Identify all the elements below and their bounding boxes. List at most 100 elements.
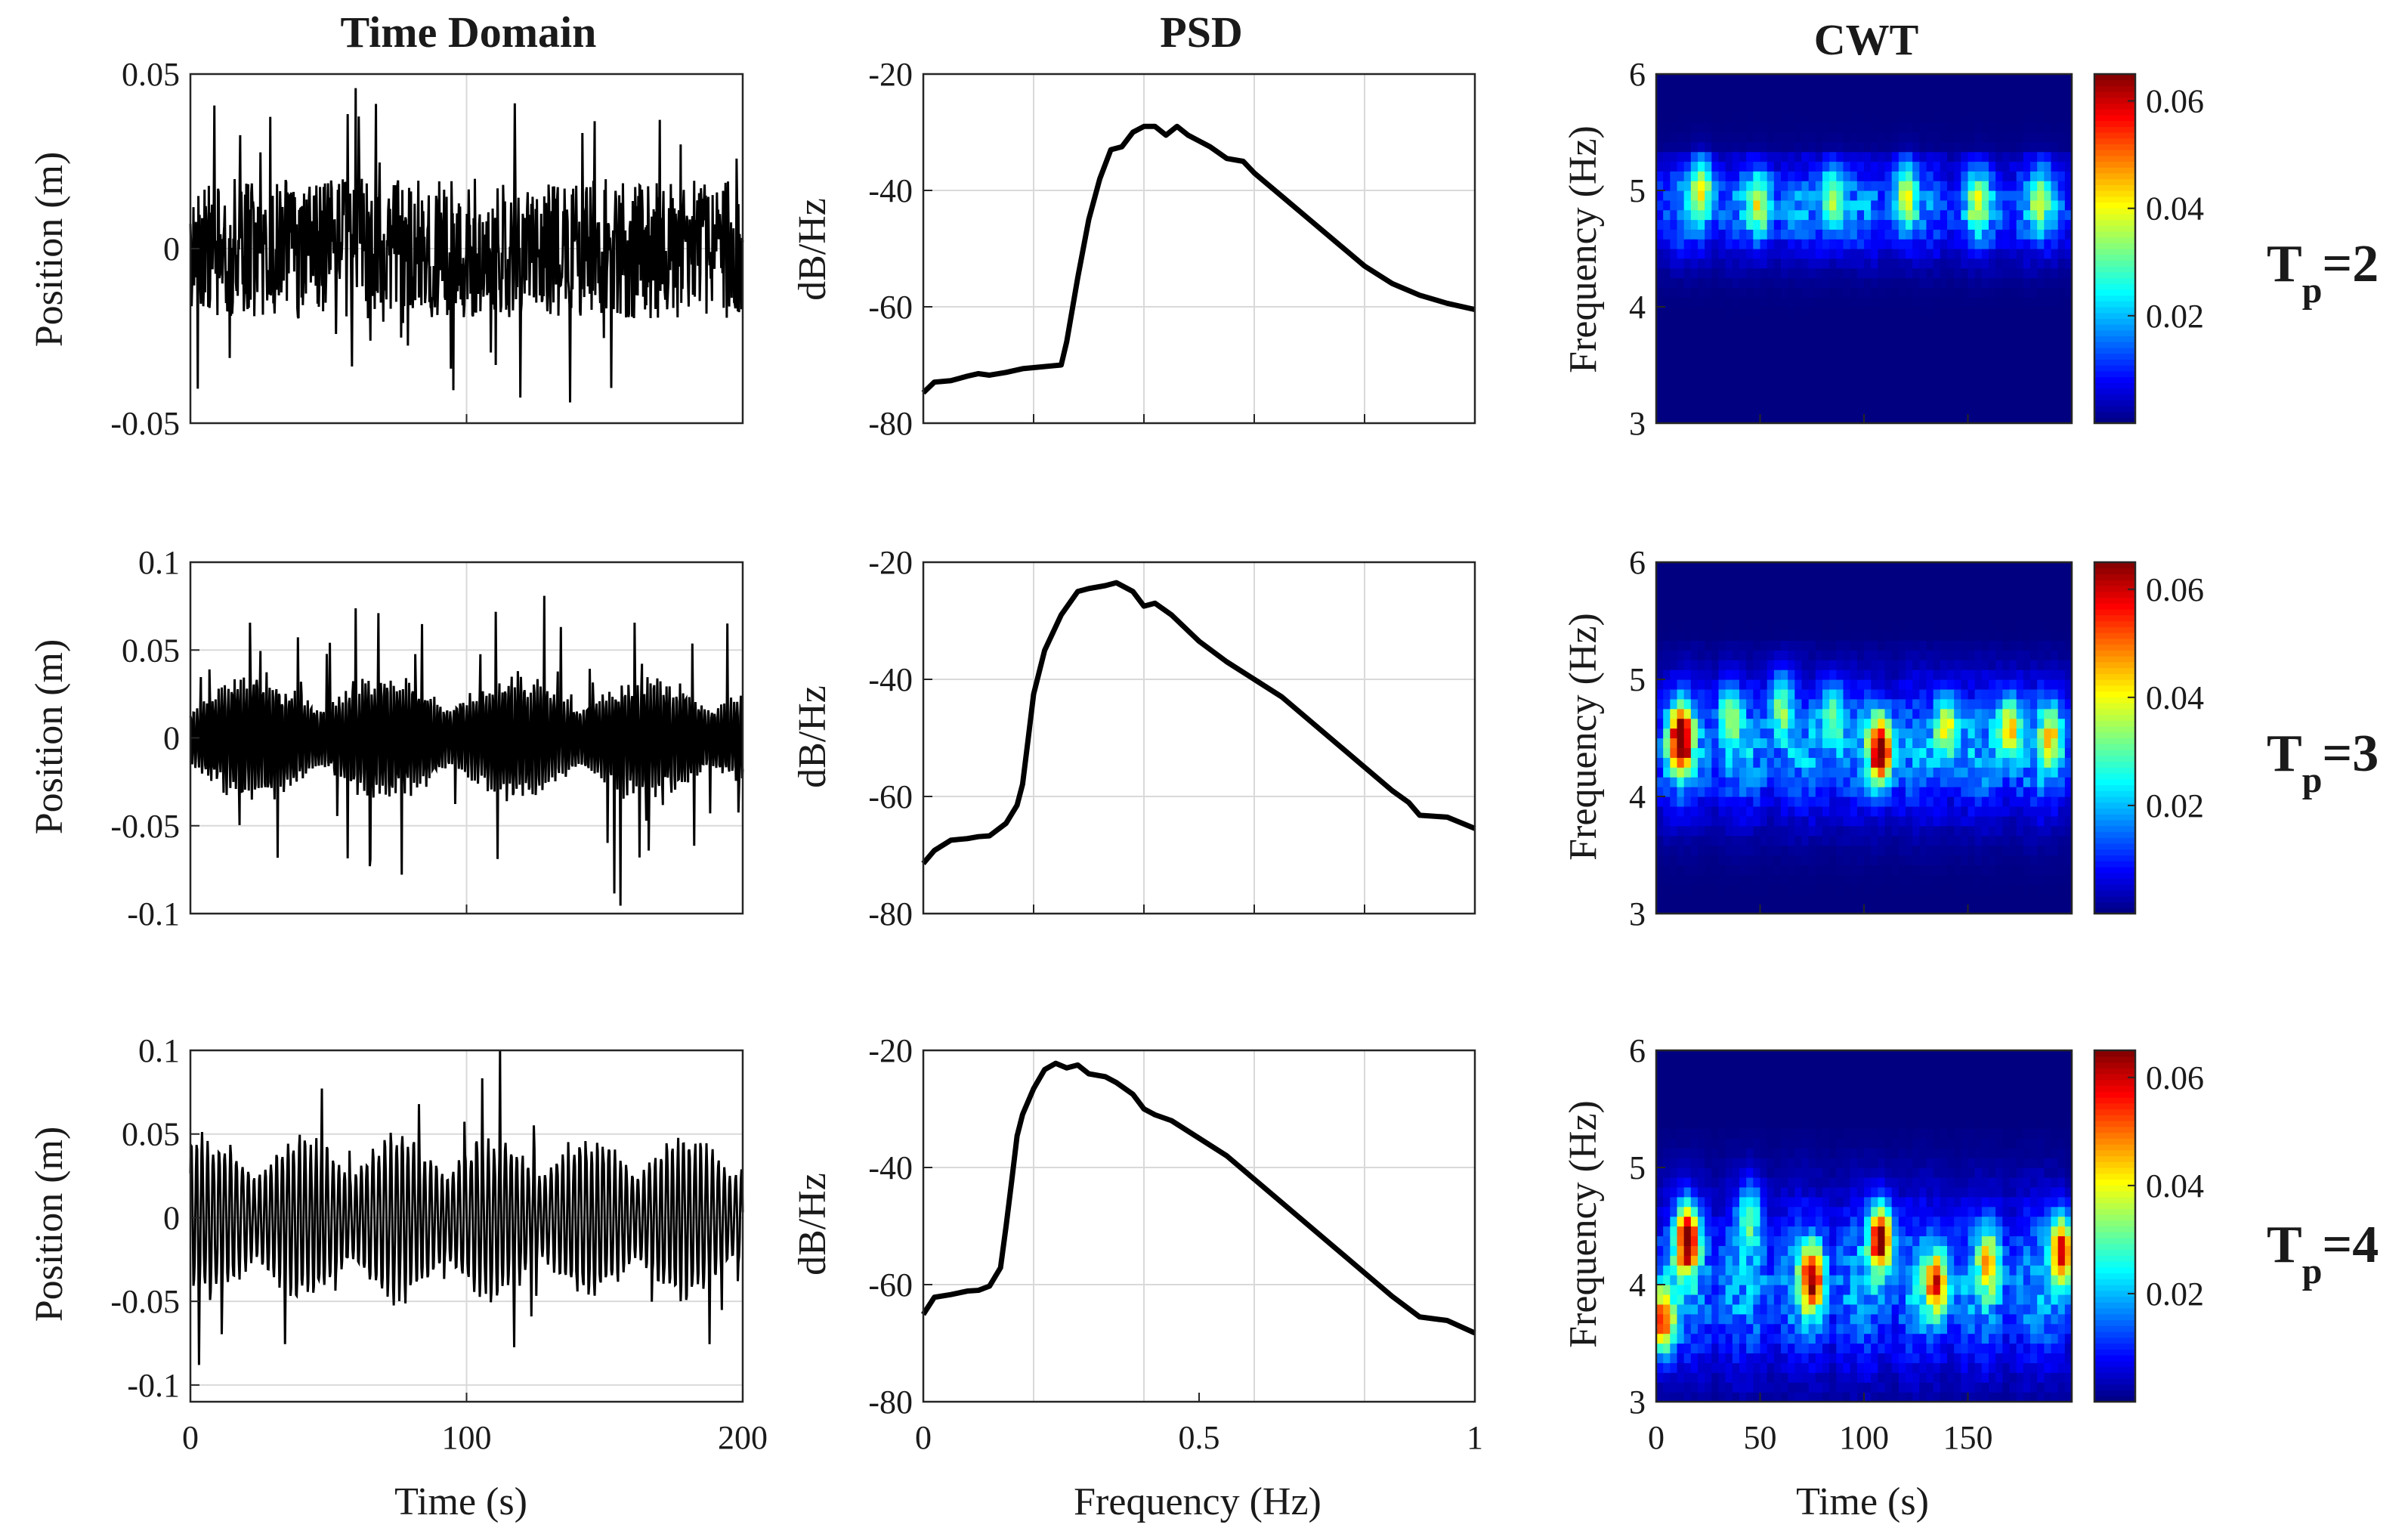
- heat-cell: [1753, 404, 1761, 414]
- heat-cell: [1856, 239, 1865, 249]
- heat-cell: [1746, 581, 1754, 592]
- heat-cell: [1822, 884, 1830, 895]
- heat-cell: [1926, 209, 1934, 221]
- heat-cell: [1815, 874, 1823, 885]
- heat-cell: [1912, 316, 1920, 327]
- heat-cell: [1663, 316, 1671, 327]
- signal-line: [189, 88, 744, 403]
- heat-cell: [1995, 297, 2003, 308]
- heat-cell: [1718, 190, 1726, 201]
- heat-cell: [1705, 268, 1712, 279]
- heat-cell: [1947, 571, 1955, 583]
- heat-cell: [1926, 894, 1934, 905]
- heat-cell: [2023, 239, 2031, 249]
- heat-cell: [1822, 394, 1830, 404]
- heat-cell: [1746, 835, 1754, 846]
- heat-cell: [1871, 365, 1878, 376]
- heat-cell: [1781, 219, 1788, 230]
- heat-cell: [1767, 404, 1775, 414]
- heat-cell: [1739, 1353, 1747, 1363]
- heat-cell: [2009, 374, 2017, 385]
- heat-cell: [1981, 258, 1989, 269]
- heat-cell: [1739, 806, 1747, 817]
- heat-cell: [2064, 728, 2073, 739]
- heat-cell: [2051, 806, 2059, 817]
- heat-cell: [1815, 767, 1823, 778]
- heat-cell: [2002, 815, 2011, 827]
- heat-cell: [2002, 670, 2011, 680]
- heat-cell: [2051, 571, 2059, 583]
- heat-cell: [1898, 181, 1906, 191]
- heat-cell: [1690, 1362, 1699, 1373]
- heat-cell: [1898, 199, 1906, 211]
- heat-cell: [1843, 1353, 1851, 1363]
- heat-cell: [1801, 113, 1810, 123]
- heat-cell: [1725, 777, 1733, 787]
- colorbar-step: [2094, 609, 2135, 616]
- heat-cell: [1856, 229, 1865, 240]
- heat-cell: [1773, 355, 1782, 366]
- heat-cell: [1781, 894, 1788, 905]
- heat-cell: [1926, 874, 1934, 885]
- heat-cell: [1760, 787, 1768, 797]
- heat-cell: [1891, 747, 1900, 758]
- heat-cell: [1760, 757, 1768, 768]
- colorbar-step: [2094, 312, 2135, 319]
- heat-cell: [1989, 864, 1996, 875]
- heat-cell: [1843, 611, 1851, 622]
- heat-cell: [1781, 1382, 1788, 1393]
- heat-cell: [1919, 374, 1927, 385]
- heat-cell: [2030, 571, 2038, 583]
- heat-cell: [2030, 728, 2038, 739]
- heat-cell: [1739, 884, 1747, 895]
- heat-cell: [1829, 718, 1837, 729]
- heat-cell: [1968, 229, 1976, 240]
- heat-cell: [1912, 190, 1920, 201]
- heat-cell: [2023, 855, 2031, 866]
- heat-cell: [1746, 336, 1754, 346]
- plot-area: [923, 1050, 1475, 1402]
- colorbar-step: [2094, 417, 2135, 424]
- heat-cell: [1683, 199, 1692, 211]
- heat-cell: [2037, 122, 2045, 133]
- heat-cell: [1670, 1372, 1678, 1383]
- heat-cell: [1884, 355, 1893, 366]
- heat-cell: [1677, 591, 1685, 602]
- heat-cell: [1773, 1353, 1782, 1363]
- heat-cell: [1940, 141, 1948, 153]
- heat-cell: [1760, 679, 1768, 690]
- heat-cell: [1801, 708, 1810, 719]
- heat-cell: [1822, 1362, 1830, 1373]
- heat-cell: [2016, 277, 2024, 288]
- colorbar-step: [2094, 825, 2135, 833]
- heat-cell: [1989, 336, 1996, 346]
- heat-cell: [1794, 141, 1803, 153]
- heat-cell: [1760, 249, 1768, 259]
- heat-cell: [1794, 835, 1803, 846]
- heat-cell: [1767, 83, 1775, 94]
- heat-cell: [1891, 688, 1900, 700]
- heat-cell: [1698, 835, 1705, 846]
- heat-cell: [1781, 650, 1788, 660]
- heat-cell: [1829, 83, 1837, 94]
- heat-cell: [1760, 718, 1768, 729]
- heat-cell: [2064, 83, 2073, 94]
- heat-cell: [2051, 1392, 2059, 1402]
- heat-cell: [1981, 660, 1989, 670]
- heat-cell: [1836, 688, 1844, 700]
- heat-cell: [1947, 1392, 1955, 1402]
- heat-cell: [2044, 190, 2052, 201]
- heat-cell: [1822, 718, 1830, 729]
- heat-cell: [1711, 688, 1720, 700]
- heat-cell: [1947, 835, 1955, 846]
- heat-cell: [1760, 307, 1768, 317]
- heat-cell: [1926, 1372, 1934, 1383]
- ytick-label-3: 0.05: [122, 1116, 180, 1153]
- heat-cell: [1753, 767, 1761, 778]
- heat-cell: [1718, 688, 1726, 700]
- heat-cell: [1995, 1392, 2003, 1402]
- heat-cell: [1739, 384, 1747, 395]
- heat-cell: [1954, 904, 1961, 914]
- heat-cell: [1856, 365, 1865, 376]
